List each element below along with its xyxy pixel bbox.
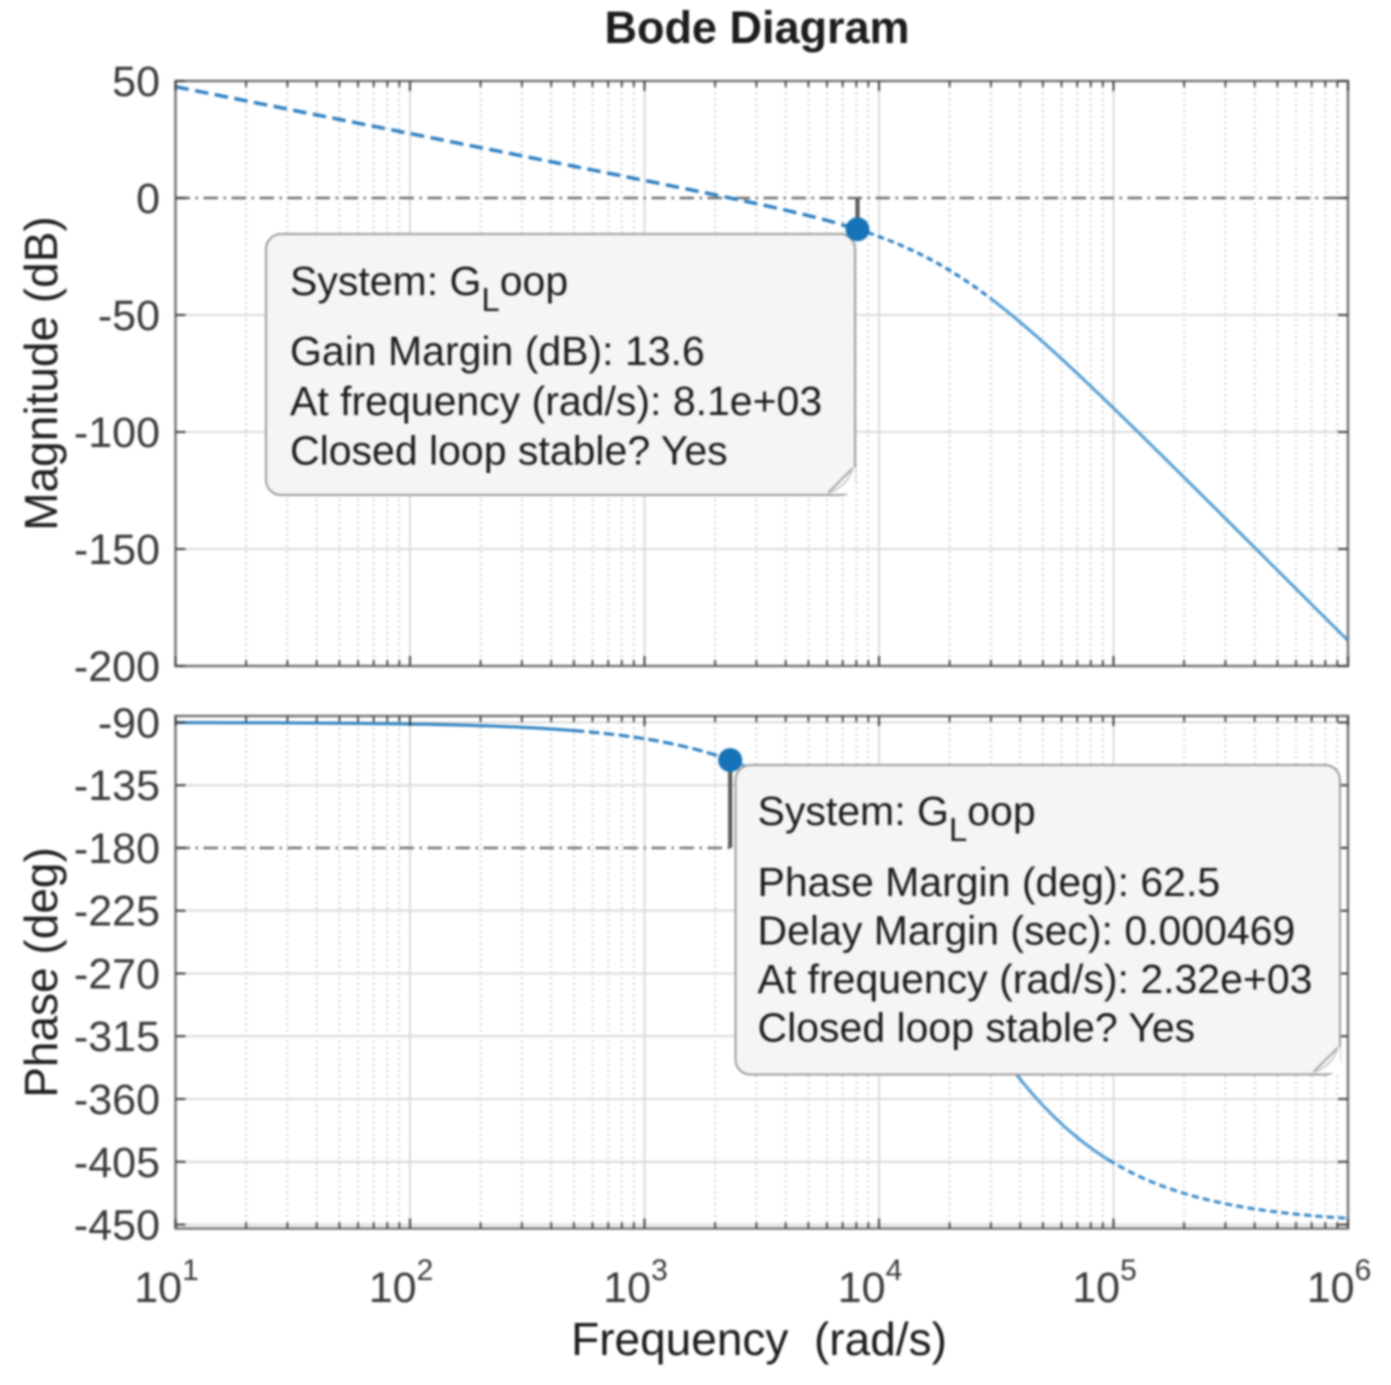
svg-text:Closed loop stable? Yes: Closed loop stable? Yes xyxy=(290,428,728,474)
svg-text:Closed loop stable? Yes: Closed loop stable? Yes xyxy=(758,1005,1196,1051)
svg-text:Gain Margin (dB): 13.6: Gain Margin (dB): 13.6 xyxy=(290,328,705,374)
svg-text:-315: -315 xyxy=(74,1013,160,1061)
svg-text:Phase Margin (deg): 62.5: Phase Margin (deg): 62.5 xyxy=(758,859,1221,905)
svg-text:106: 106 xyxy=(1307,1254,1372,1312)
svg-text:Delay Margin (sec): 0.000469: Delay Margin (sec): 0.000469 xyxy=(758,908,1296,954)
svg-text:-405: -405 xyxy=(74,1139,160,1187)
svg-text:-450: -450 xyxy=(74,1202,160,1250)
svg-text:-180: -180 xyxy=(74,825,160,873)
svg-text:-270: -270 xyxy=(74,951,160,999)
svg-text:-50: -50 xyxy=(98,292,160,340)
svg-text:-135: -135 xyxy=(74,762,160,810)
svg-text:50: 50 xyxy=(112,58,160,106)
svg-text:0: 0 xyxy=(136,175,160,223)
svg-text:Frequency (rad/s): Frequency (rad/s) xyxy=(571,1313,947,1365)
svg-text:Phase (deg): Phase (deg) xyxy=(15,847,67,1098)
svg-text:Magnitude (dB): Magnitude (dB) xyxy=(15,216,67,531)
svg-text:Bode Diagram: Bode Diagram xyxy=(604,2,909,53)
svg-text:-200: -200 xyxy=(74,643,160,691)
svg-text:At frequency (rad/s): 2.32e+03: At frequency (rad/s): 2.32e+03 xyxy=(758,956,1313,1002)
svg-text:-225: -225 xyxy=(74,888,160,936)
svg-text:-100: -100 xyxy=(74,409,160,457)
svg-text:At frequency (rad/s): 8.1e+03: At frequency (rad/s): 8.1e+03 xyxy=(290,378,822,424)
svg-text:-360: -360 xyxy=(74,1076,160,1124)
svg-text:-150: -150 xyxy=(74,526,160,574)
svg-text:-90: -90 xyxy=(98,699,160,747)
